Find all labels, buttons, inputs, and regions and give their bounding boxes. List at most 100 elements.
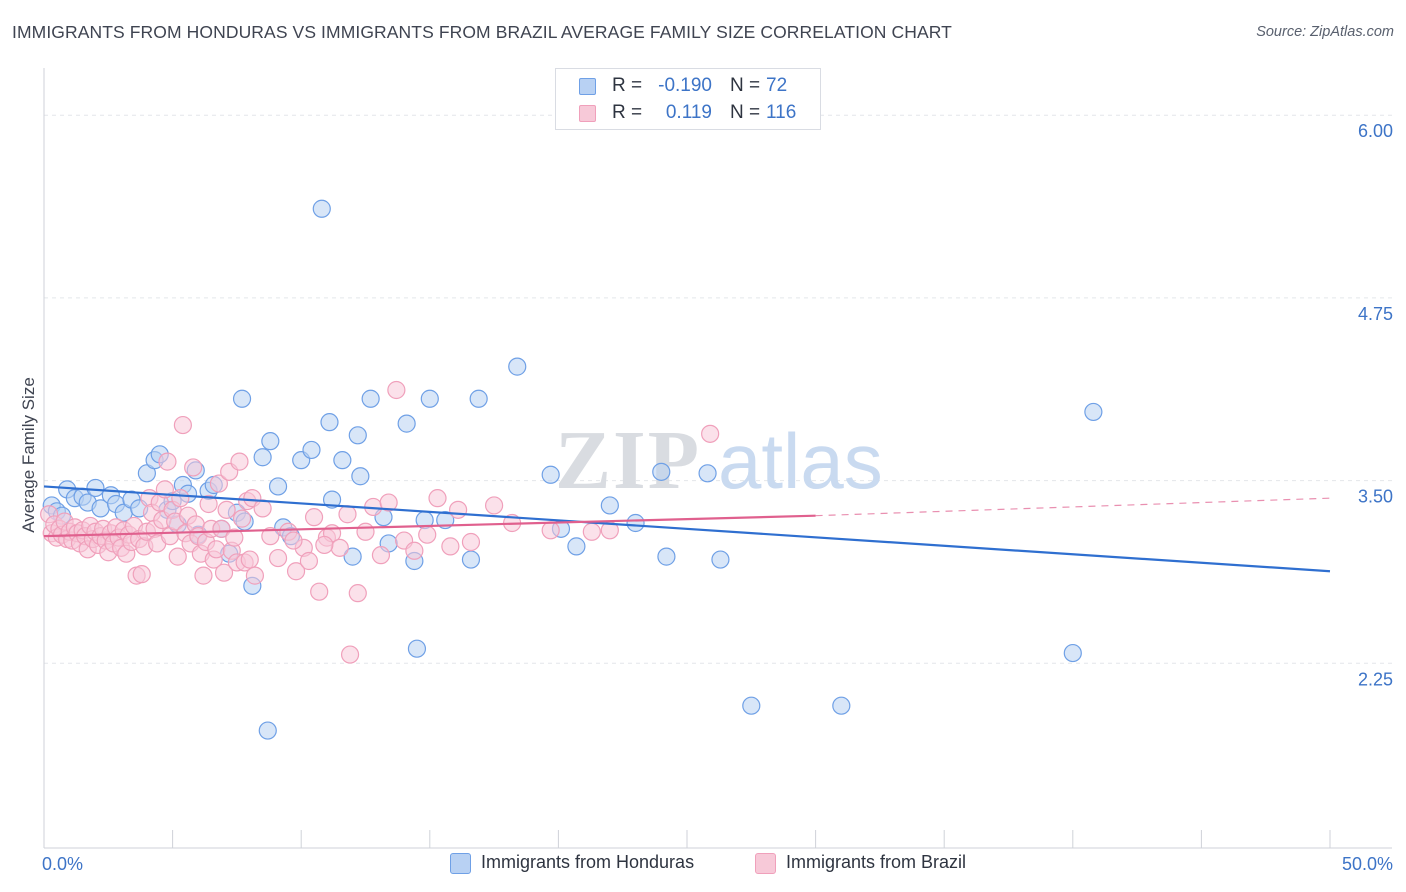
brazil-point: [284, 531, 303, 550]
honduras-point: [600, 496, 619, 515]
brazil-point: [261, 527, 280, 546]
brazil-point: [158, 452, 177, 471]
brazil-point: [194, 566, 213, 585]
x-tick-label: 0.0%: [42, 854, 83, 874]
brazil-legend-swatch: [755, 853, 776, 874]
honduras-point: [711, 550, 730, 569]
brazil-point: [214, 563, 234, 582]
legend-label: Immigrants from Brazil: [786, 852, 967, 872]
axis-labels: 2.25 3.50 4.75 6.00 0.0% 50.0% Average Family …: [19, 121, 1393, 874]
brazil-point: [340, 645, 360, 664]
brazil-point: [132, 565, 151, 584]
honduras-point: [268, 477, 288, 496]
honduras-point: [232, 389, 252, 408]
brazil-point: [418, 525, 437, 544]
brazil-point: [441, 537, 460, 556]
honduras-point: [698, 464, 717, 483]
brazil-point: [253, 499, 272, 518]
honduras-point: [1063, 643, 1082, 663]
brazil-point: [371, 546, 391, 565]
grid-lines: [44, 114, 1392, 664]
y-tick-label: 6.00: [1358, 121, 1393, 141]
honduras-point: [832, 696, 851, 715]
honduras-point: [258, 721, 277, 740]
honduras-point: [567, 537, 586, 556]
honduras-point: [1084, 402, 1103, 422]
stats-legend: R = -0.190 N = 72 R = 0.119 N = 116: [555, 68, 821, 130]
honduras-point: [322, 490, 342, 509]
honduras-point: [657, 547, 676, 566]
brazil-point: [304, 508, 324, 527]
brazil-point: [171, 489, 190, 508]
brazil-point: [448, 500, 468, 519]
brazil-point: [173, 415, 192, 435]
honduras-point: [508, 357, 527, 376]
brazil-points: [40, 380, 720, 664]
brazil-point: [212, 519, 231, 538]
source-note: Source: ZipAtlas.com: [1256, 24, 1394, 40]
honduras-point: [320, 413, 339, 432]
brazil-point: [268, 548, 288, 568]
n-label: N =: [730, 102, 761, 123]
honduras-point: [420, 389, 439, 408]
honduras-swatch: [579, 78, 596, 95]
brazil-point: [405, 541, 424, 560]
watermark: ZIP atlas: [555, 414, 883, 507]
brazil-point: [225, 528, 244, 547]
honduras-point: [302, 440, 321, 460]
brazil-point: [299, 551, 319, 571]
honduras-point: [407, 639, 427, 658]
honduras-point: [652, 462, 671, 481]
r-label: R =: [612, 102, 643, 123]
brazil-point: [209, 474, 228, 493]
data-series: [40, 199, 1103, 740]
brazil-point: [240, 550, 259, 569]
honduras-point: [351, 467, 370, 486]
r-value: -0.190: [658, 75, 712, 96]
brazil-point: [232, 509, 252, 528]
brazil-point: [168, 547, 187, 566]
brazil-trend-line: [43, 514, 816, 538]
y-axis-title: Average Family Size: [19, 377, 38, 533]
brazil-point: [245, 566, 265, 585]
n-value: 116: [766, 102, 797, 123]
brazil-point: [379, 493, 398, 512]
n-value: 72: [766, 75, 788, 96]
watermark-zip: ZIP: [555, 414, 701, 507]
brazil-point: [582, 522, 601, 541]
honduras-point: [312, 199, 331, 218]
brazil-point: [428, 489, 447, 508]
n-label: N =: [730, 75, 761, 96]
brazil-point: [230, 452, 249, 471]
watermark-atlas: atlas: [718, 417, 883, 505]
legend-label: Immigrants from Honduras: [481, 852, 695, 872]
brazil-point: [330, 538, 349, 557]
brazil-point: [315, 535, 334, 555]
brazil-point: [485, 496, 504, 515]
honduras-point: [626, 513, 645, 533]
honduras-point: [261, 432, 280, 451]
honduras-point: [397, 414, 416, 433]
brazil-point: [217, 500, 236, 519]
brazil-point: [356, 522, 375, 541]
honduras-point: [469, 389, 488, 408]
brazil-trend-extension: [815, 497, 1331, 517]
x-tick-label: 50.0%: [1342, 854, 1393, 874]
brazil-point: [286, 562, 306, 581]
honduras-point: [253, 448, 272, 467]
r-value: 0.119: [665, 102, 712, 123]
y-tick-label: 2.25: [1358, 669, 1393, 689]
chart-title: IMMIGRANTS FROM HONDURAS VS IMMIGRANTS F…: [12, 22, 952, 42]
brazil-point: [387, 380, 406, 400]
honduras-point: [86, 478, 105, 498]
y-tick-label: 4.75: [1358, 304, 1393, 324]
brazil-point: [310, 582, 329, 601]
honduras-point: [461, 550, 481, 569]
brazil-point: [461, 532, 481, 552]
axes: [43, 68, 1392, 849]
brazil-point: [199, 494, 218, 514]
honduras-point: [348, 426, 367, 445]
brazil-swatch: [579, 105, 596, 122]
honduras-point: [541, 465, 560, 484]
